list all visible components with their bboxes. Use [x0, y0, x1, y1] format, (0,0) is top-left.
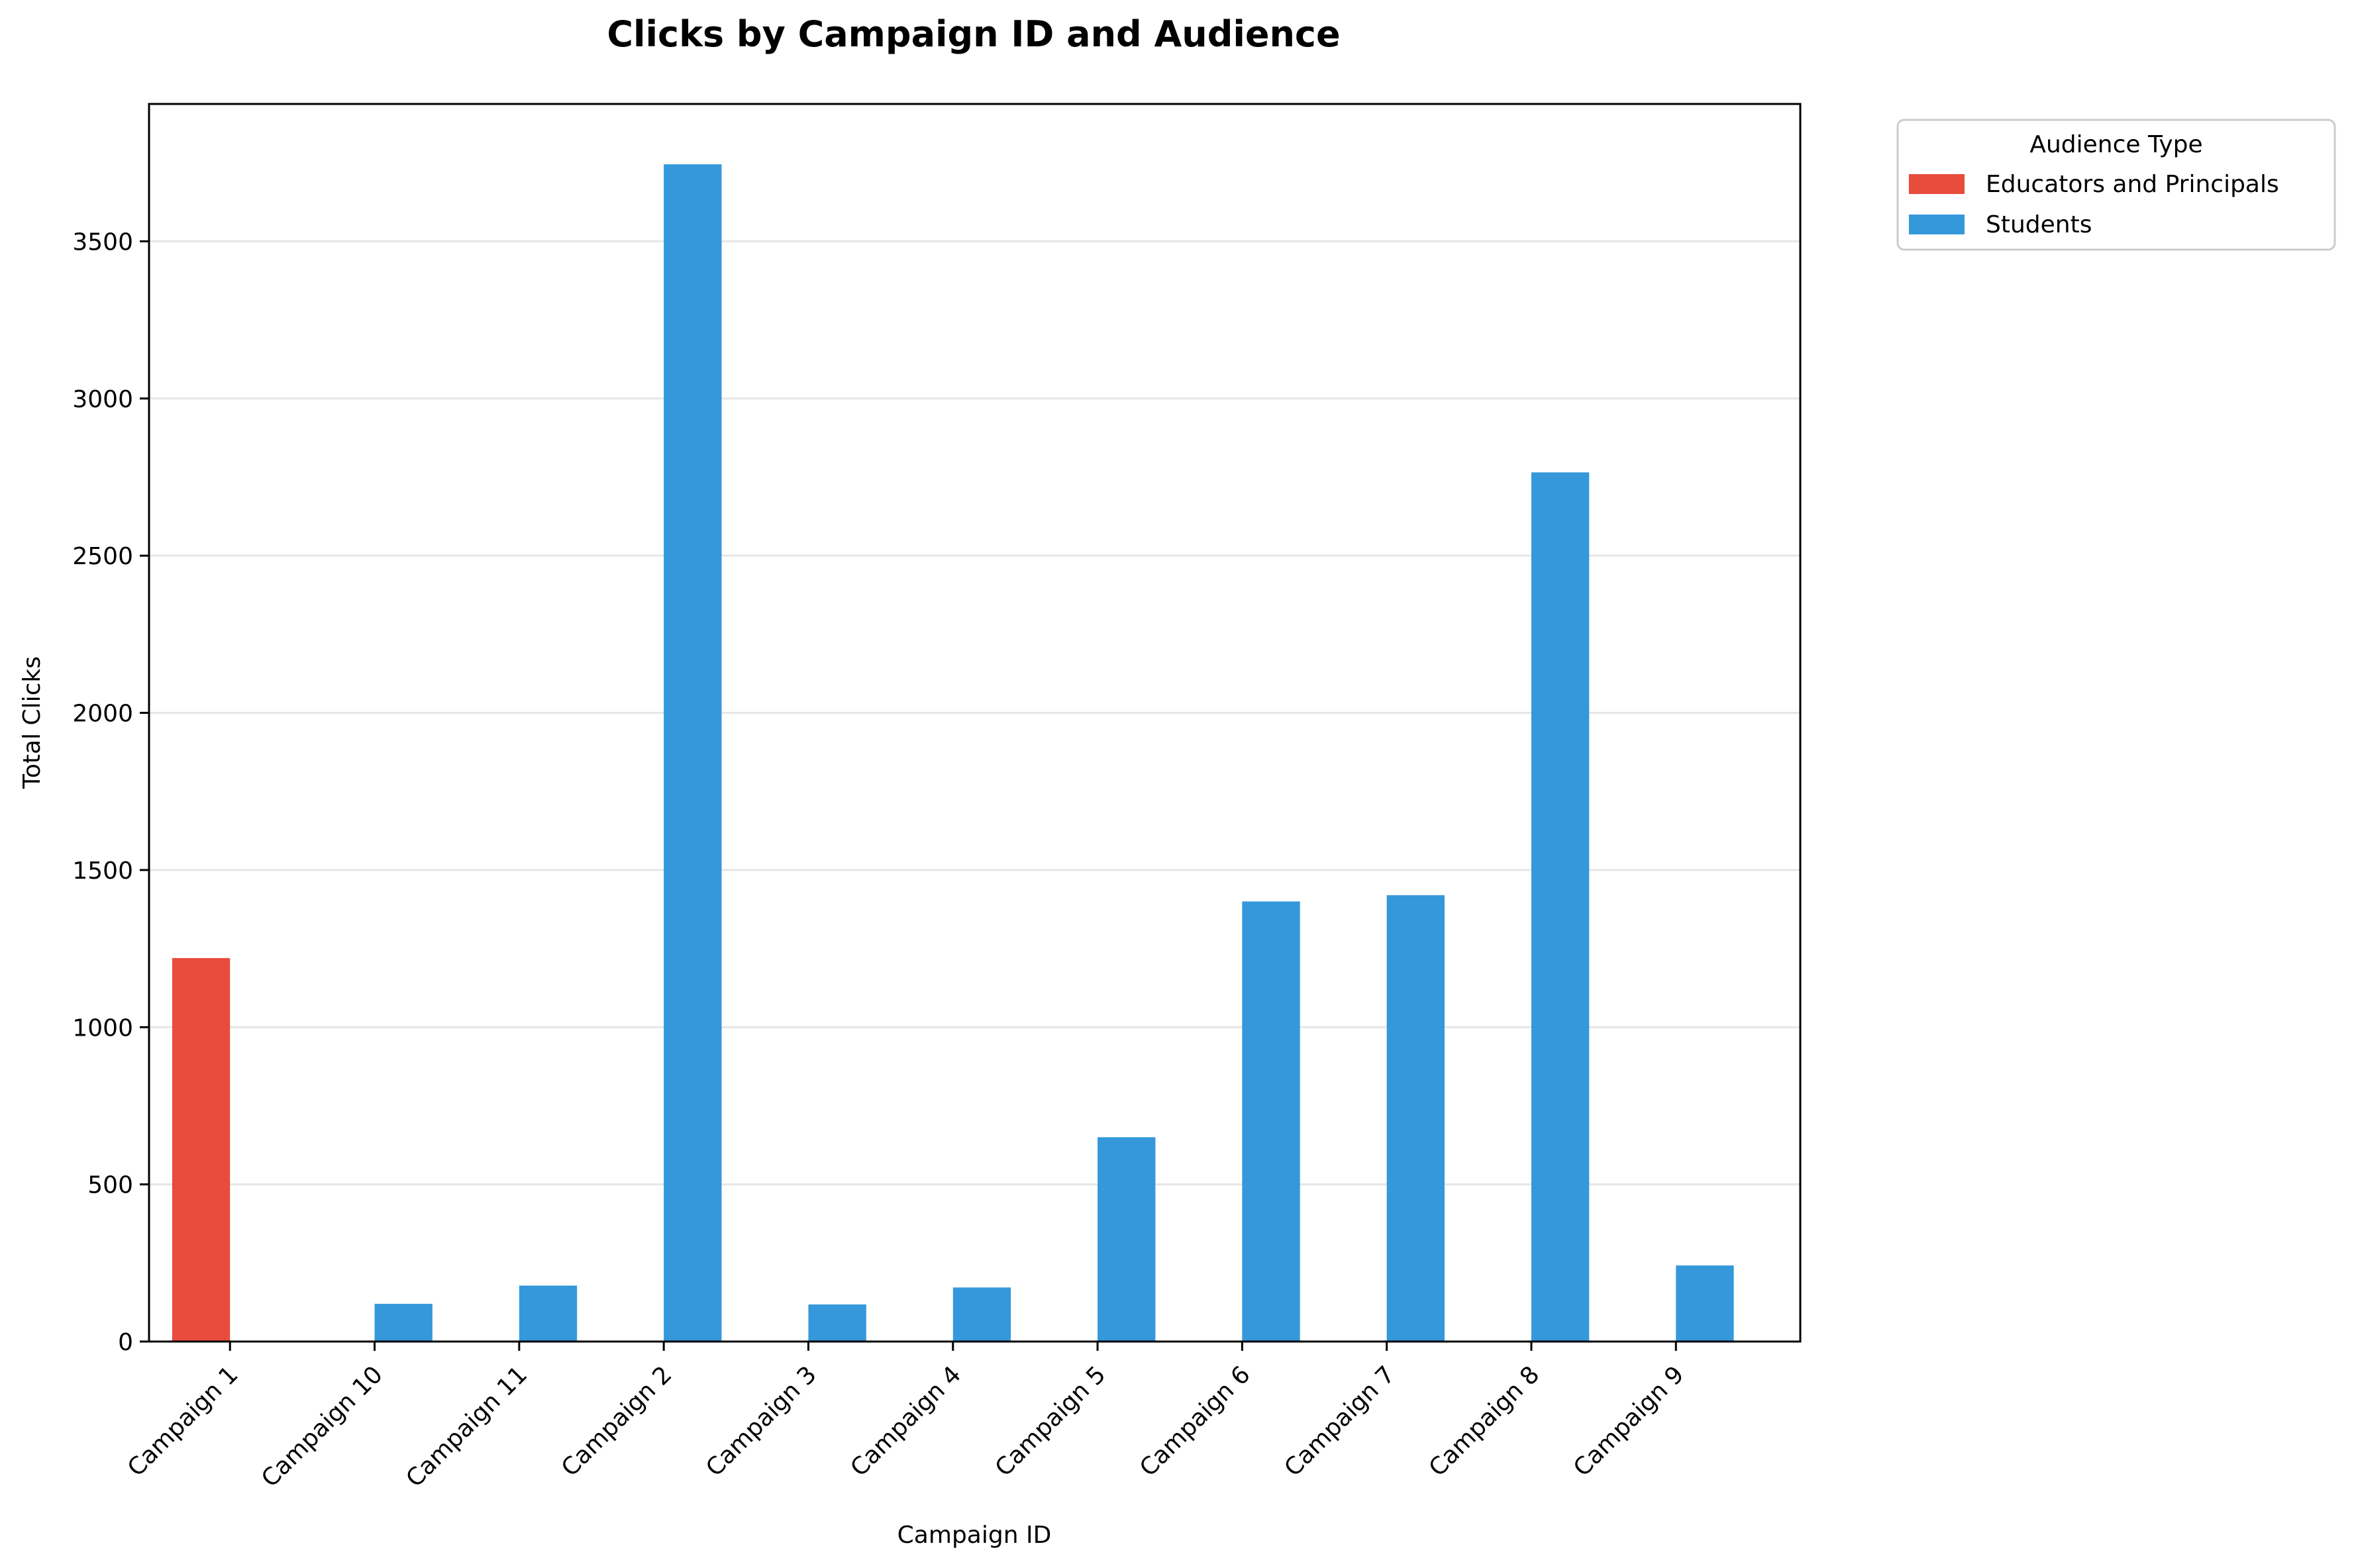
- legend: Audience Type Educators and Principals S…: [1896, 119, 2336, 251]
- y-tick-label: 3000: [72, 386, 133, 413]
- y-axis: 0 500 1000 1500 2000 2500 3000 3500: [72, 228, 149, 1356]
- bar-students-7: [1242, 901, 1300, 1342]
- y-tick-label: 0: [118, 1329, 133, 1356]
- legend-box: [1896, 119, 2336, 251]
- y-tick-label: 1000: [72, 1014, 133, 1042]
- legend-swatch-educators: [1909, 174, 1965, 194]
- y-axis-label: Total Clicks: [19, 656, 46, 789]
- bar-students-2: [519, 1285, 578, 1342]
- legend-label-students: Students: [1986, 211, 2092, 238]
- bar-students-1: [374, 1304, 433, 1342]
- bar-students-9: [1531, 472, 1590, 1342]
- bar-educators-0: [172, 957, 230, 1342]
- y-tick-label: 2500: [72, 543, 133, 570]
- grid-lines: [149, 240, 1800, 1186]
- legend-label-educators: Educators and Principals: [1986, 171, 2279, 198]
- chart-title: Clicks by Campaign ID and Audience: [607, 13, 1340, 55]
- legend-swatch-students: [1909, 215, 1965, 234]
- x-axis-label: Campaign ID: [897, 1522, 1052, 1549]
- y-tick-label: 2000: [72, 701, 133, 728]
- bar-students-5: [952, 1287, 1011, 1342]
- bars: [172, 164, 1734, 1342]
- y-tick-label: 1500: [72, 858, 133, 885]
- bar-students-8: [1386, 895, 1445, 1342]
- bar-students-10: [1676, 1265, 1734, 1342]
- bar-students-3: [664, 164, 722, 1342]
- plot-area-frame: [148, 103, 1802, 1343]
- bar-students-6: [1098, 1137, 1156, 1342]
- y-tick-label: 3500: [72, 228, 133, 256]
- bar-students-4: [808, 1304, 866, 1342]
- y-tick-label: 500: [87, 1172, 133, 1199]
- legend-title: Audience Type: [2029, 131, 2202, 158]
